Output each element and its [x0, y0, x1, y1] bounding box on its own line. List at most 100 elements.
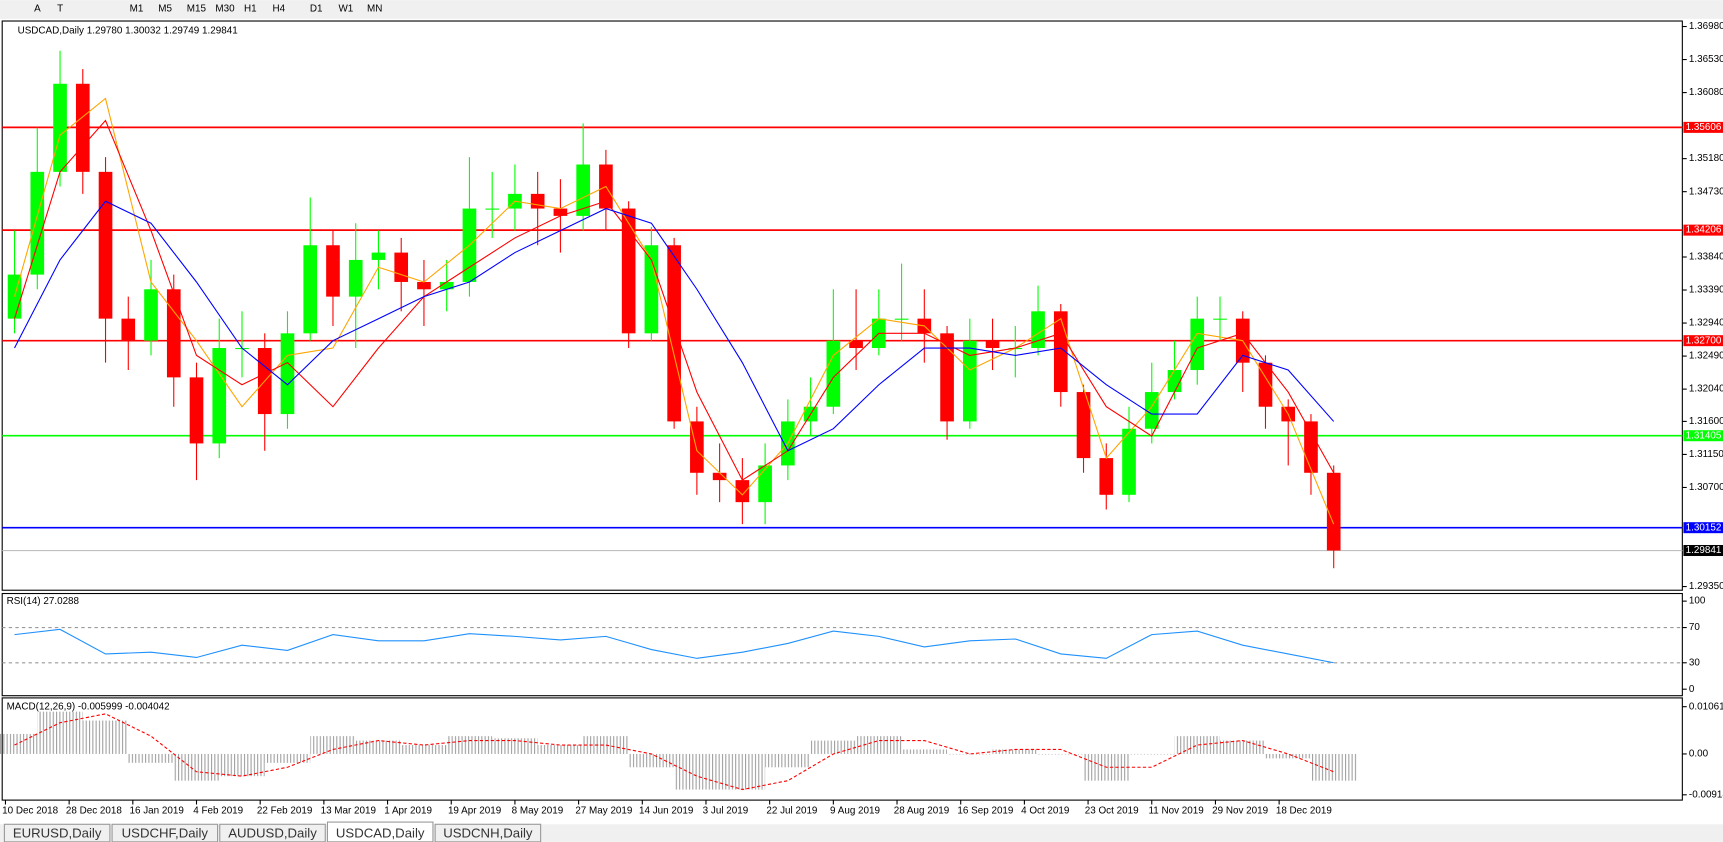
macd-bar [674, 753, 720, 790]
candle-body [940, 333, 954, 422]
macd-bar [1265, 753, 1311, 759]
candle-body [894, 318, 909, 320]
macd-bar [1310, 753, 1357, 781]
candle-body [553, 208, 568, 216]
candle-body [667, 245, 681, 422]
timeframe-button[interactable]: M15 [187, 4, 207, 15]
moving-average [13, 119, 1335, 481]
x-tick-label: 4 Feb 2019 [193, 806, 243, 817]
candle-body [576, 164, 590, 216]
candle-body [530, 193, 545, 209]
timeframe-button[interactable]: M30 [215, 4, 235, 15]
timeframe-button[interactable]: MN [367, 4, 382, 15]
y-tick-label: 0 [1689, 684, 1695, 695]
level-box [1683, 335, 1723, 347]
candle-body [280, 333, 295, 415]
candle-body [98, 171, 113, 319]
macd-bar [947, 753, 993, 755]
candle-body [303, 245, 318, 334]
text-tool[interactable]: A [34, 4, 41, 15]
tab[interactable]: AUDUSD,Daily [219, 823, 326, 842]
macd-bar [446, 736, 493, 754]
main-frame [1, 20, 1683, 591]
candle-body [1076, 392, 1091, 459]
macd-bar [264, 753, 311, 763]
macd-signal [14, 713, 1334, 791]
level-box [1683, 430, 1723, 442]
macd-bar [82, 720, 129, 754]
candle-body [1326, 472, 1341, 551]
candle-body [985, 340, 1000, 349]
x-tick-label: 13 Mar 2019 [321, 806, 377, 817]
candle-body [144, 289, 158, 341]
x-tick-label: 16 Sep 2019 [957, 806, 1014, 817]
y-tick-label: 1.33840 [1689, 252, 1723, 263]
candle-body [849, 340, 863, 349]
candle-body [735, 480, 750, 503]
level-label: 1.30152 [1686, 522, 1722, 533]
x-tick-label: 1 Apr 2019 [384, 806, 432, 817]
level-label: 1.34206 [1686, 225, 1722, 236]
tab-label: AUDUSD,Daily [228, 826, 317, 841]
candle-body [394, 252, 409, 282]
candle-body [1053, 311, 1068, 393]
macd-bar [128, 753, 174, 763]
candle-body [417, 281, 431, 290]
macd-header: MACD(12,26,9) -0.005999 -0.004042 [7, 701, 170, 712]
macd-bar [401, 745, 447, 754]
rsi-line [14, 628, 1334, 664]
timeframe-button[interactable]: W1 [338, 4, 353, 15]
y-tick-label: 1.35180 [1689, 153, 1723, 164]
timeframe-button[interactable]: H4 [273, 4, 286, 15]
x-tick-label: 28 Aug 2019 [894, 806, 950, 817]
timeframe-button[interactable]: M1 [130, 4, 144, 15]
y-tick-label: 30 [1689, 657, 1700, 668]
x-tick-label: 8 May 2019 [512, 806, 564, 817]
x-tick-label: 11 Nov 2019 [1148, 806, 1204, 817]
candle-body [1122, 428, 1136, 495]
y-tick-label: 1.31150 [1689, 449, 1723, 460]
candle-body [348, 259, 363, 297]
tab-label: USDCAD,Daily [336, 826, 425, 841]
x-tick-label: 22 Feb 2019 [257, 806, 313, 817]
candle-body [75, 83, 90, 172]
rsi-frame [1, 592, 1683, 697]
tab[interactable]: EURUSD,Daily [3, 823, 111, 842]
level-label: 1.32700 [1686, 335, 1722, 346]
candle-body [212, 348, 227, 444]
tab[interactable]: USDCAD,Daily [326, 821, 434, 842]
tab-label: EURUSD,Daily [13, 826, 102, 841]
toolbar [0, 0, 1723, 19]
x-tick-label: 16 Jan 2019 [130, 806, 185, 817]
toolbar-buttons: A T M1 M5 M15 M30 H1 H4 D1 W1 MN [34, 4, 382, 15]
tab[interactable]: USDCHF,Daily [111, 823, 219, 842]
macd-bar [1174, 736, 1220, 754]
y-tick-label: 0.00 [1689, 749, 1709, 760]
macd-bar [537, 745, 584, 754]
tab[interactable]: USDCNH,Daily [434, 823, 542, 842]
timeframe-button[interactable]: M5 [158, 4, 172, 15]
candle-body [644, 245, 659, 334]
macd-bar [901, 749, 948, 754]
macd-bar [310, 736, 356, 754]
timeframe-button[interactable]: D1 [310, 4, 323, 15]
macd-bar [628, 753, 675, 768]
x-tick-label: 9 Aug 2019 [830, 806, 880, 817]
level-box [1683, 121, 1723, 133]
y-tick-label: 1.32490 [1689, 351, 1723, 362]
timeframe-button[interactable]: H1 [244, 4, 257, 15]
macd-bar [492, 738, 538, 754]
x-tick-label: 18 Dec 2019 [1276, 806, 1333, 817]
y-tick-label: 1.32940 [1689, 318, 1723, 329]
y-tick-label: 1.32040 [1689, 384, 1723, 395]
x-tick-label: 23 Oct 2019 [1085, 806, 1139, 817]
candle-body [166, 289, 181, 378]
macd-bar [810, 740, 857, 754]
x-tick-label: 3 Jul 2019 [703, 806, 749, 817]
label-tool[interactable]: T [57, 4, 63, 15]
macd-bar [1038, 753, 1084, 755]
level-label: 1.31405 [1686, 430, 1722, 441]
y-tick-label: 1.31600 [1689, 416, 1723, 427]
macd-bar [992, 749, 1039, 754]
